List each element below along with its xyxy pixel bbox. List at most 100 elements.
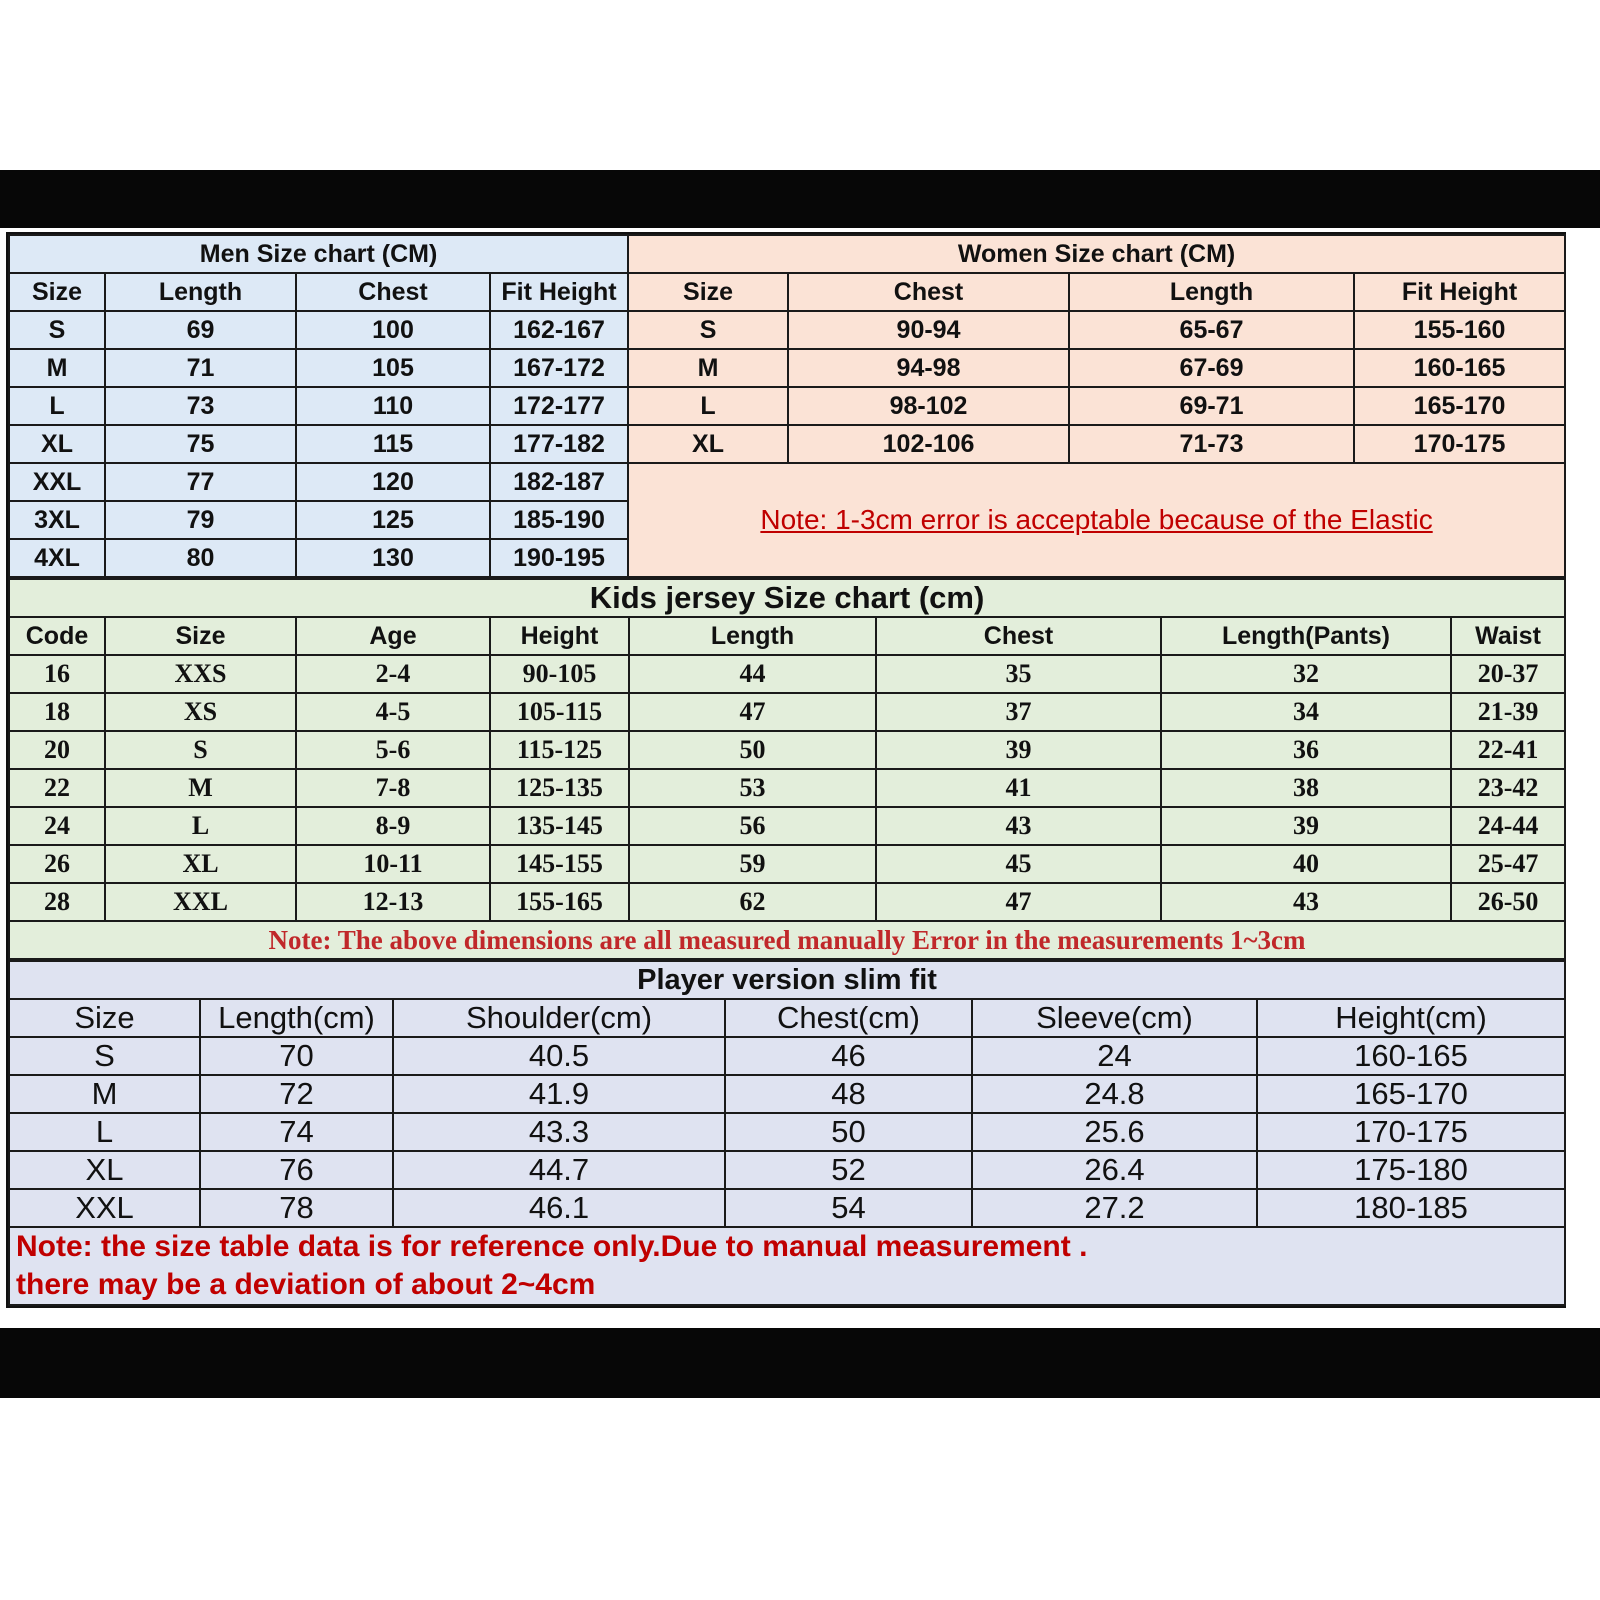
player-cell: 78 bbox=[199, 1188, 394, 1228]
kids-table: Kids jersey Size chart (cm) Code Size Age He… bbox=[7, 578, 1567, 960]
player-note-line: Note: the size table data is for referen… bbox=[16, 1230, 1088, 1263]
table-row: XL 75 115 177-182 XL 102-106 71-73 170-175 bbox=[8, 424, 1567, 464]
men-cell: 130 bbox=[295, 538, 491, 578]
kids-cell: 135-145 bbox=[489, 806, 630, 846]
kids-cell: 22 bbox=[8, 768, 106, 808]
player-cell: 70 bbox=[199, 1036, 394, 1076]
men-cell: 185-190 bbox=[488, 500, 630, 540]
kids-cell: 24-44 bbox=[1449, 806, 1567, 846]
women-cell: 98-102 bbox=[787, 386, 1071, 426]
player-cell: 175-180 bbox=[1255, 1150, 1567, 1190]
men-cell: XL bbox=[8, 424, 106, 464]
player-cell: 40.5 bbox=[392, 1036, 726, 1076]
men-cell: 79 bbox=[104, 500, 297, 540]
kids-cell: 39 bbox=[1160, 806, 1452, 846]
men-cell: XXL bbox=[8, 462, 106, 502]
table-row: 28 XXL 12-13 155-165 62 47 43 26-50 bbox=[8, 882, 1567, 922]
kids-cell: 43 bbox=[875, 806, 1162, 846]
table-row: 4XL 80 130 190-195 bbox=[8, 538, 1565, 578]
men-cell: 77 bbox=[104, 462, 297, 502]
player-cell: S bbox=[8, 1036, 201, 1076]
kids-cell: 125-135 bbox=[489, 768, 630, 808]
kids-cell: 39 bbox=[875, 730, 1162, 770]
kids-cell: XL bbox=[104, 844, 297, 884]
table-row: 24 L 8-9 135-145 56 43 39 24-44 bbox=[8, 806, 1567, 846]
men-cell: 100 bbox=[295, 310, 491, 350]
player-note-line: there may be a deviation of about 2~4cm bbox=[16, 1268, 596, 1301]
kids-cell: 21-39 bbox=[1449, 692, 1567, 732]
note-row: Note: the size table data is for referen… bbox=[7, 1226, 1567, 1306]
player-note: Note: the size table data is for referen… bbox=[7, 1226, 1567, 1306]
men-cell: 162-167 bbox=[488, 310, 630, 350]
player-cell: 52 bbox=[724, 1150, 973, 1190]
kids-cell: 26-50 bbox=[1449, 882, 1567, 922]
men-cell: 115 bbox=[295, 424, 491, 464]
player-cell: 76 bbox=[199, 1150, 394, 1190]
women-column-header: Fit Height bbox=[1353, 272, 1567, 312]
title-row: Player version slim fit bbox=[7, 960, 1567, 1000]
kids-cell: 50 bbox=[628, 730, 877, 770]
kids-cell: 47 bbox=[628, 692, 877, 732]
table-row: L 73 110 172-177 L 98-102 69-71 165-170 bbox=[8, 386, 1567, 426]
women-cell: L bbox=[627, 386, 790, 426]
kids-cell: XXL bbox=[104, 882, 297, 922]
player-cell: 72 bbox=[199, 1074, 394, 1114]
kids-cell: 22-41 bbox=[1449, 730, 1567, 770]
player-table: Player version slim fit Size Length(cm) Sho… bbox=[7, 960, 1567, 1306]
size-chart-sheet: Men Size chart (CM) Women Size chart (CM)… bbox=[6, 232, 1567, 1308]
player-column-header: Shoulder(cm) bbox=[392, 998, 726, 1038]
player-cell: 24.8 bbox=[971, 1074, 1258, 1114]
kids-cell: 56 bbox=[628, 806, 877, 846]
men-cell: 71 bbox=[104, 348, 297, 388]
table-row: M 71 105 167-172 M 94-98 67-69 160-165 bbox=[8, 348, 1567, 388]
kids-cell: 5-6 bbox=[295, 730, 491, 770]
player-column-header: Height(cm) bbox=[1255, 998, 1567, 1038]
player-cell: XL bbox=[8, 1150, 201, 1190]
table-row: XL 76 44.7 52 26.4 175-180 bbox=[8, 1150, 1567, 1190]
header-row: Size Length Chest Fit Height Size Chest Length… bbox=[8, 272, 1567, 312]
women-cell: 160-165 bbox=[1353, 348, 1567, 388]
table-row: XXL 78 46.1 54 27.2 180-185 bbox=[8, 1188, 1567, 1228]
women-cell: M bbox=[627, 348, 790, 388]
table-row: 16 XXS 2-4 90-105 44 35 32 20-37 bbox=[8, 654, 1567, 694]
kids-cell: 41 bbox=[875, 768, 1162, 808]
kids-cell: 12-13 bbox=[295, 882, 491, 922]
player-cell: 74 bbox=[199, 1112, 394, 1152]
women-note: Note: 1-3cm error is acceptable because … bbox=[760, 503, 1433, 535]
note-row: Note: The above dimensions are all measu… bbox=[7, 920, 1567, 960]
kids-cell: XXS bbox=[104, 654, 297, 694]
women-cell: 102-106 bbox=[787, 424, 1071, 464]
women-cell: 71-73 bbox=[1068, 424, 1356, 464]
table-row: 18 XS 4-5 105-115 47 37 34 21-39 bbox=[8, 692, 1567, 732]
women-cell: S bbox=[627, 310, 790, 350]
kids-cell: 10-11 bbox=[295, 844, 491, 884]
player-column-header: Chest(cm) bbox=[724, 998, 973, 1038]
kids-cell: 18 bbox=[8, 692, 106, 732]
table-row: M 72 41.9 48 24.8 165-170 bbox=[8, 1074, 1567, 1114]
kids-cell: 28 bbox=[8, 882, 106, 922]
kids-cell: 38 bbox=[1160, 768, 1452, 808]
table-row: S 69 100 162-167 S 90-94 65-67 155-160 bbox=[8, 310, 1567, 350]
kids-cell: 8-9 bbox=[295, 806, 491, 846]
title-row: Kids jersey Size chart (cm) bbox=[7, 578, 1567, 618]
kids-column-header: Size bbox=[104, 616, 297, 656]
player-cell: 46.1 bbox=[392, 1188, 726, 1228]
kids-cell: 16 bbox=[8, 654, 106, 694]
kids-cell: XS bbox=[104, 692, 297, 732]
men-column-header: Length bbox=[104, 272, 297, 312]
player-cell: 165-170 bbox=[1255, 1074, 1567, 1114]
player-column-header: Size bbox=[8, 998, 201, 1038]
player-column-header: Sleeve(cm) bbox=[971, 998, 1258, 1038]
kids-cell: 24 bbox=[8, 806, 106, 846]
kids-chart-title: Kids jersey Size chart (cm) bbox=[7, 578, 1567, 618]
men-cell: S bbox=[8, 310, 106, 350]
women-column-header: Size bbox=[627, 272, 790, 312]
kids-cell: 23-42 bbox=[1449, 768, 1567, 808]
player-cell: 24 bbox=[971, 1036, 1258, 1076]
men-cell: 125 bbox=[295, 500, 491, 540]
player-cell: 160-165 bbox=[1255, 1036, 1567, 1076]
kids-column-header: Age bbox=[295, 616, 491, 656]
men-cell: M bbox=[8, 348, 106, 388]
kids-cell: 35 bbox=[875, 654, 1162, 694]
player-cell: 48 bbox=[724, 1074, 973, 1114]
